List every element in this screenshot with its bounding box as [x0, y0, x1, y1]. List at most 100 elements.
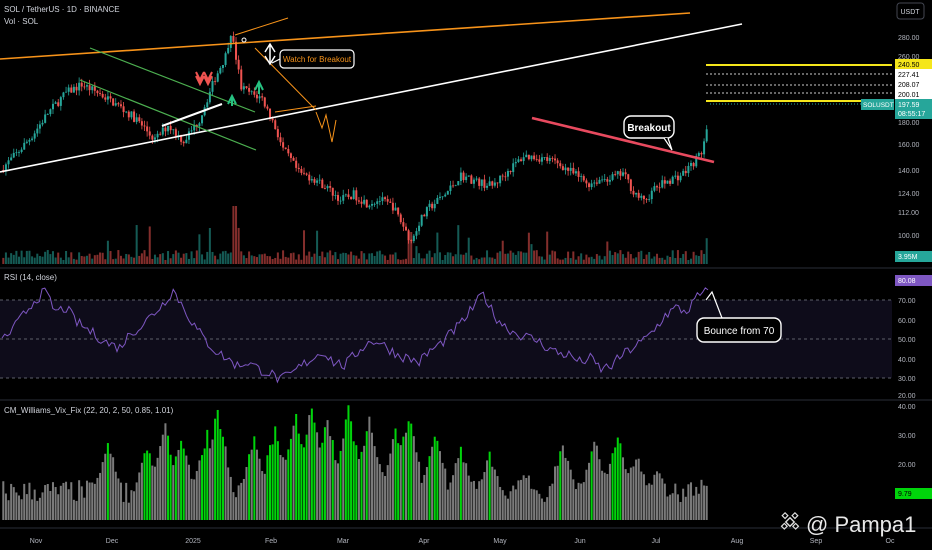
- candle-body: [10, 157, 13, 161]
- trendline-white[interactable]: [0, 23, 743, 173]
- volume-bar: [598, 255, 601, 264]
- watch-breakout-text: Watch for Breakout: [283, 55, 352, 64]
- price-candles: [2, 31, 708, 244]
- wvf-bar: [133, 491, 136, 520]
- volume-bar: [266, 256, 269, 264]
- drawings[interactable]: [0, 12, 892, 319]
- volume-bar: [151, 258, 154, 264]
- volume-bar: [465, 252, 468, 264]
- volume-bar: [190, 251, 193, 264]
- currency-button[interactable]: USDT: [896, 2, 925, 20]
- candle-body: [185, 139, 188, 144]
- wvf-bar: [253, 436, 256, 520]
- wvf-label: CM_Williams_Vix_Fix (22, 20, 2, 50, 0.85…: [4, 406, 174, 415]
- volume-bar: [386, 259, 389, 264]
- volume-bar: [425, 253, 428, 264]
- volume-bar: [601, 259, 604, 264]
- wvf-bar: [514, 489, 517, 520]
- candle-body: [232, 35, 235, 42]
- volume-bar: [436, 232, 439, 264]
- orange-zigzag[interactable]: [315, 111, 337, 143]
- candle-body: [590, 183, 593, 188]
- candle-body: [151, 135, 154, 140]
- support-white-short[interactable]: [161, 103, 223, 127]
- volume-bar: [666, 255, 669, 264]
- candle-body: [20, 149, 23, 152]
- volume-bar: [342, 252, 345, 264]
- bounce-callout[interactable]: Bounce from 70: [696, 317, 782, 343]
- rsi-line: [1, 287, 709, 384]
- candle-body: [483, 179, 486, 188]
- candle-body: [190, 130, 193, 132]
- candle-body: [465, 176, 468, 181]
- wvf-bar: [221, 436, 224, 520]
- volume-bar: [697, 255, 700, 264]
- candle-body: [595, 182, 598, 184]
- orange-wedge-c[interactable]: [274, 105, 317, 113]
- candle-body: [253, 91, 256, 95]
- bounce-text: Bounce from 70: [704, 326, 775, 337]
- time-tick: Jun: [574, 538, 585, 545]
- wvf-axis[interactable]: 40.00 30.00 20.00 9.79: [895, 404, 932, 499]
- volume-bar: [12, 254, 15, 264]
- time-tick: Nov: [30, 538, 43, 545]
- volume-bar: [357, 258, 360, 264]
- wvf-bar: [83, 497, 86, 520]
- breakout-trendline[interactable]: [531, 116, 715, 164]
- candle-body: [342, 195, 345, 201]
- candle-body: [611, 174, 614, 180]
- volume-bar: [404, 258, 407, 264]
- price-axis[interactable]: 280.00 260.00 180.00 160.00 140.00 124.0…: [861, 35, 932, 262]
- volume-bar: [381, 254, 384, 264]
- volume-bar: [556, 258, 559, 264]
- orange-wedge-a[interactable]: [234, 17, 289, 36]
- candle-body: [425, 207, 428, 217]
- wvf-bar: [235, 497, 238, 520]
- rsi-axis[interactable]: 80.08 70.00 60.00 50.00 40.00 30.00 20.0…: [895, 275, 932, 400]
- volume-bar: [635, 257, 638, 264]
- volume-bar: [407, 232, 410, 264]
- candle-body: [548, 157, 551, 161]
- candle-body: [28, 139, 31, 142]
- candle-body: [467, 175, 470, 177]
- candle-body: [23, 142, 26, 150]
- candle-body: [671, 176, 674, 184]
- volume-bar: [574, 259, 577, 264]
- candle-body: [167, 125, 170, 132]
- candle-body: [527, 154, 530, 160]
- candle-body: [653, 186, 656, 191]
- orange-wedge-b[interactable]: [254, 47, 317, 111]
- volume-bar: [38, 256, 41, 264]
- time-axis[interactable]: Nov Dec 2025 Feb Mar Apr May Jun Jul Aug…: [30, 538, 895, 545]
- wvf-bar: [689, 482, 693, 520]
- candle-body: [478, 178, 481, 186]
- candle-body: [370, 203, 374, 206]
- trendline-orange[interactable]: [0, 12, 691, 60]
- channel-green-top[interactable]: [89, 47, 256, 113]
- wvf-bar: [127, 502, 130, 520]
- candle-body: [300, 169, 303, 173]
- candle-body: [378, 201, 381, 202]
- candle-body: [334, 195, 337, 196]
- wvf-bar: [99, 472, 102, 520]
- watch-breakout-callout[interactable]: Watch for Breakout: [271, 49, 355, 69]
- wvf-bar: [499, 486, 502, 520]
- volume-bar: [679, 257, 682, 264]
- candle-body: [682, 170, 685, 176]
- wvf-bar: [624, 469, 627, 520]
- candle-body: [622, 172, 625, 176]
- volume-bar: [454, 254, 457, 264]
- up-arrow-icon: [264, 42, 276, 64]
- wvf-bar: [308, 415, 311, 520]
- volume-bar: [428, 250, 431, 264]
- channel-green-bottom[interactable]: [79, 79, 257, 151]
- candle-body: [164, 127, 167, 132]
- wvf-bar: [159, 446, 162, 520]
- wvf-bar: [331, 440, 334, 520]
- wvf-bar: [546, 497, 549, 520]
- breakout-callout[interactable]: Breakout: [623, 115, 675, 151]
- candle-body: [593, 182, 596, 184]
- candle-body: [376, 201, 379, 204]
- watermark: @ Pampa1: [780, 511, 916, 537]
